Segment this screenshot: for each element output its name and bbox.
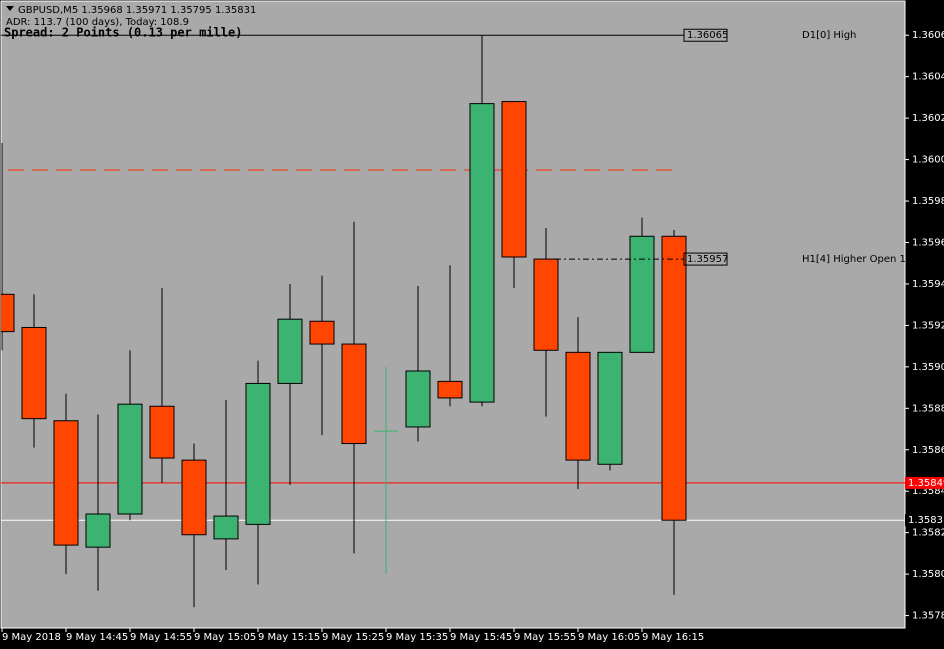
candle-body: [245, 382, 271, 525]
x-tick-label: 9 May 15:15: [258, 632, 320, 643]
level-name: D1[0] High: [802, 30, 856, 41]
y-tick-label: 1.35925: [912, 320, 944, 331]
y-tick-label: 1.35865: [912, 445, 944, 456]
header: GBPUSD,M5 1.35968 1.35971 1.35795 1.3583…: [18, 5, 256, 16]
y-tick-label: 1.35965: [912, 237, 944, 248]
candle-body: [53, 420, 79, 546]
candle-body: [405, 370, 431, 428]
candle-body: [85, 513, 111, 548]
level-value: 1.36065: [687, 30, 728, 41]
level-value: 1.35957: [687, 254, 728, 265]
y-tick-label: 1.36025: [912, 113, 944, 124]
y-tick-label: 1.36005: [912, 155, 944, 166]
candle-body: [341, 343, 367, 445]
candle-body: [533, 258, 559, 351]
x-tick-label: 9 May 16:15: [642, 632, 704, 643]
price-label: 1.35831: [908, 515, 944, 526]
plot-area: [0, 0, 906, 629]
menu-icon: [6, 6, 14, 11]
x-tick-label: 9 May 15:25: [322, 632, 384, 643]
price-label-bg: [905, 476, 944, 489]
y-tick-label: 1.35885: [912, 403, 944, 414]
candle-body: [181, 459, 207, 536]
x-tick-label: 9 May 16:05: [578, 632, 640, 643]
spread: Spread: 2 Points (0.13 per mille): [4, 26, 242, 40]
candle-body: [1, 293, 15, 333]
x-tick-label: 9 May 15:45: [450, 632, 512, 643]
x-tick-label: 9 May 15:35: [386, 632, 448, 643]
y-tick-label: 1.35845: [912, 486, 944, 497]
y-tick-label: 1.35945: [912, 279, 944, 290]
x-tick-label: 9 May 15:55: [514, 632, 576, 643]
candle-body: [469, 103, 495, 403]
candle-body: [437, 380, 463, 399]
candle-body: [501, 101, 527, 258]
plot-layer: [1, 34, 905, 608]
x-tick-label: 9 May 14:45: [66, 632, 128, 643]
level-box: [683, 252, 728, 266]
price-label-bg: [905, 514, 944, 527]
candle-body: [309, 320, 335, 345]
candle-body: [213, 515, 239, 540]
y-tick-label: 1.36045: [912, 72, 944, 83]
level-box: [683, 28, 728, 42]
y-tick-label: 1.36065: [912, 30, 944, 41]
candle-body: [565, 351, 591, 461]
x-tick-label: 9 May 15:05: [194, 632, 256, 643]
y-tick-label: 1.35785: [912, 611, 944, 622]
y-tick-label: 1.35985: [912, 196, 944, 207]
candle-body: [277, 318, 303, 384]
y-tick-label: 1.35805: [912, 569, 944, 580]
candle-body: [597, 351, 623, 465]
price-label: 1.35849: [908, 478, 944, 489]
candle-body: [21, 326, 47, 420]
candle-body: [629, 235, 655, 353]
candle-body: [117, 403, 143, 515]
candle-body: [661, 235, 687, 521]
candle-body: [149, 405, 175, 459]
y-tick-label: 1.35905: [912, 362, 944, 373]
x-tick-label: 9 May 14:55: [130, 632, 192, 643]
adr: ADR: 113.7 (100 days), Today: 108.9: [6, 17, 189, 28]
x-tick-label: 9 May 2018: [2, 632, 61, 643]
y-tick-label: 1.35825: [912, 528, 944, 539]
level-name: H1[4] Higher Open 10: [802, 254, 912, 265]
